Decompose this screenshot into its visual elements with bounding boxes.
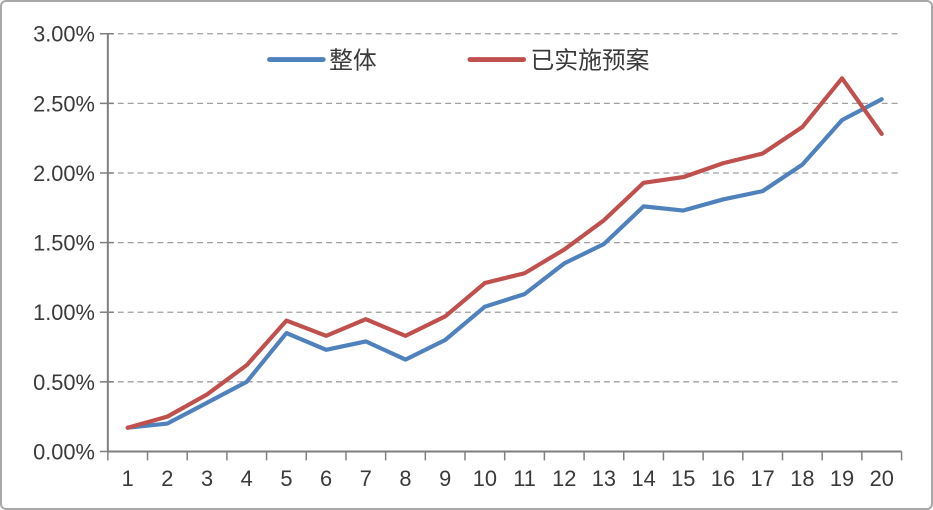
y-axis-label: 2.50% [33,91,95,116]
y-axis-label: 3.00% [33,22,95,47]
x-axis-label: 16 [711,466,735,491]
legend-label-series-1: 整体 [329,47,377,74]
y-axis-label: 2.00% [33,161,95,186]
legend-label-series-2: 已实施预案 [530,47,649,74]
x-axis-label: 3 [201,466,213,491]
x-axis-label: 13 [592,466,616,491]
x-axis-label: 15 [671,466,695,491]
x-axis-label: 19 [830,466,854,491]
x-axis-label: 7 [360,466,372,491]
x-axis-label: 4 [241,466,253,491]
x-axis-label: 14 [631,466,655,491]
series-line-1 [125,97,884,430]
x-axis-label: 11 [513,466,536,491]
x-axis-label: 20 [870,466,894,491]
y-axis-label: 0.50% [33,370,95,395]
x-axis-label: 18 [790,466,814,491]
x-axis-label: 10 [473,466,497,491]
x-axis-label: 2 [161,466,173,491]
x-axis-label: 5 [280,466,292,491]
y-axis-label: 0.00% [33,439,95,464]
y-axis-label: 1.50% [33,231,95,256]
x-axis-label: 6 [320,466,332,491]
x-axis-label: 8 [399,466,411,491]
x-axis-label: 17 [751,466,775,491]
x-axis-label: 9 [439,466,451,491]
y-axis-label: 1.00% [33,300,95,325]
x-axis-label: 12 [552,466,576,491]
series-line-2 [125,76,884,430]
x-axis-label: 1 [122,466,134,491]
